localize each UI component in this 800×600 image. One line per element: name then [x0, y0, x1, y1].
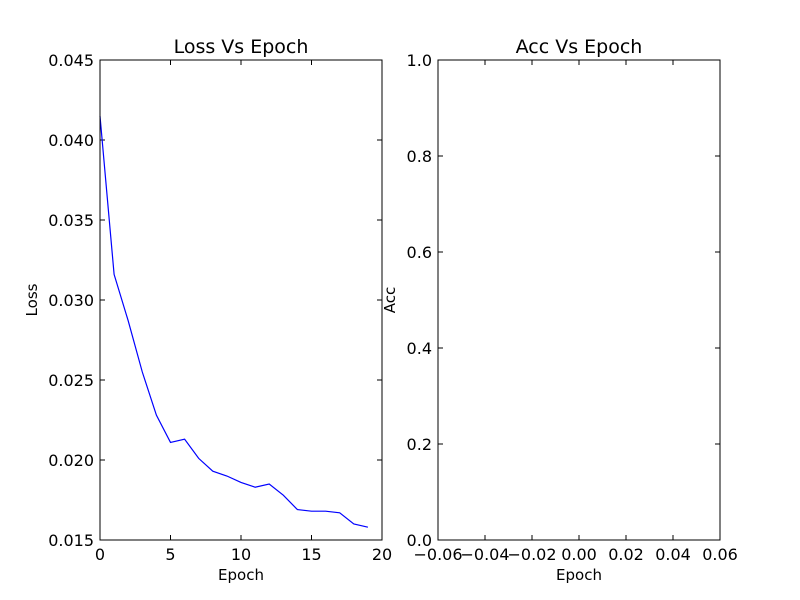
y-axis-label: Loss [23, 283, 41, 316]
chart-title: Loss Vs Epoch [174, 36, 309, 58]
plot-area [99, 115, 369, 528]
x-tick-label: 0.02 [608, 545, 644, 564]
x-tick-label: 0 [95, 545, 105, 564]
y-tick-label: 0.0 [407, 531, 432, 550]
x-tick-label: 15 [301, 545, 321, 564]
loss-chart: Loss Vs Epoch Epoch Loss 0 5 10 15 20 0.015 0.… [23, 36, 392, 584]
y-tick-label: 0.4 [407, 339, 432, 358]
x-tick-label: −0.04 [460, 545, 509, 564]
y-tick-label: 0.015 [48, 531, 94, 550]
accuracy-chart: Acc Vs Epoch Epoch Acc −0.06−0.04−0.02 0.… [381, 36, 738, 584]
plot-frame [437, 59, 721, 541]
y-tick-label: 0.025 [48, 371, 94, 390]
x-tick-label: 0.00 [561, 545, 597, 564]
plot-frame [99, 59, 383, 541]
y-tick-label: 0.2 [407, 435, 432, 454]
y-tick-label: 0.6 [407, 243, 432, 262]
tick-labels: −0.06−0.04−0.02 0.00 0.02 0.04 0.06 0.0 0.2 0.4… [407, 51, 738, 564]
y-tick-label: 0.020 [48, 451, 94, 470]
series-line [99, 115, 369, 528]
y-tick-label: 0.040 [48, 131, 94, 150]
x-tick-label: 5 [165, 545, 175, 564]
x-tick-label: 20 [372, 545, 392, 564]
x-tick-label: 10 [231, 545, 251, 564]
y-tick-label: 0.045 [48, 51, 94, 70]
y-axis-label: Acc [381, 287, 399, 314]
x-axis-label: Epoch [218, 566, 264, 584]
y-tick-label: 0.030 [48, 291, 94, 310]
y-tick-label: 0.035 [48, 211, 94, 230]
tick-labels: 0 5 10 15 20 0.015 0.020 0.025 0.030 0.035 0.040 0.… [48, 51, 392, 564]
x-axis-label: Epoch [556, 566, 602, 584]
x-tick-label: −0.06 [413, 545, 462, 564]
chart-title: Acc Vs Epoch [516, 36, 643, 58]
x-tick-label: −0.02 [507, 545, 556, 564]
x-tick-label: 0.06 [702, 545, 738, 564]
y-tick-label: 0.8 [407, 147, 432, 166]
x-tick-label: 0.04 [655, 545, 691, 564]
y-tick-label: 1.0 [407, 51, 432, 70]
